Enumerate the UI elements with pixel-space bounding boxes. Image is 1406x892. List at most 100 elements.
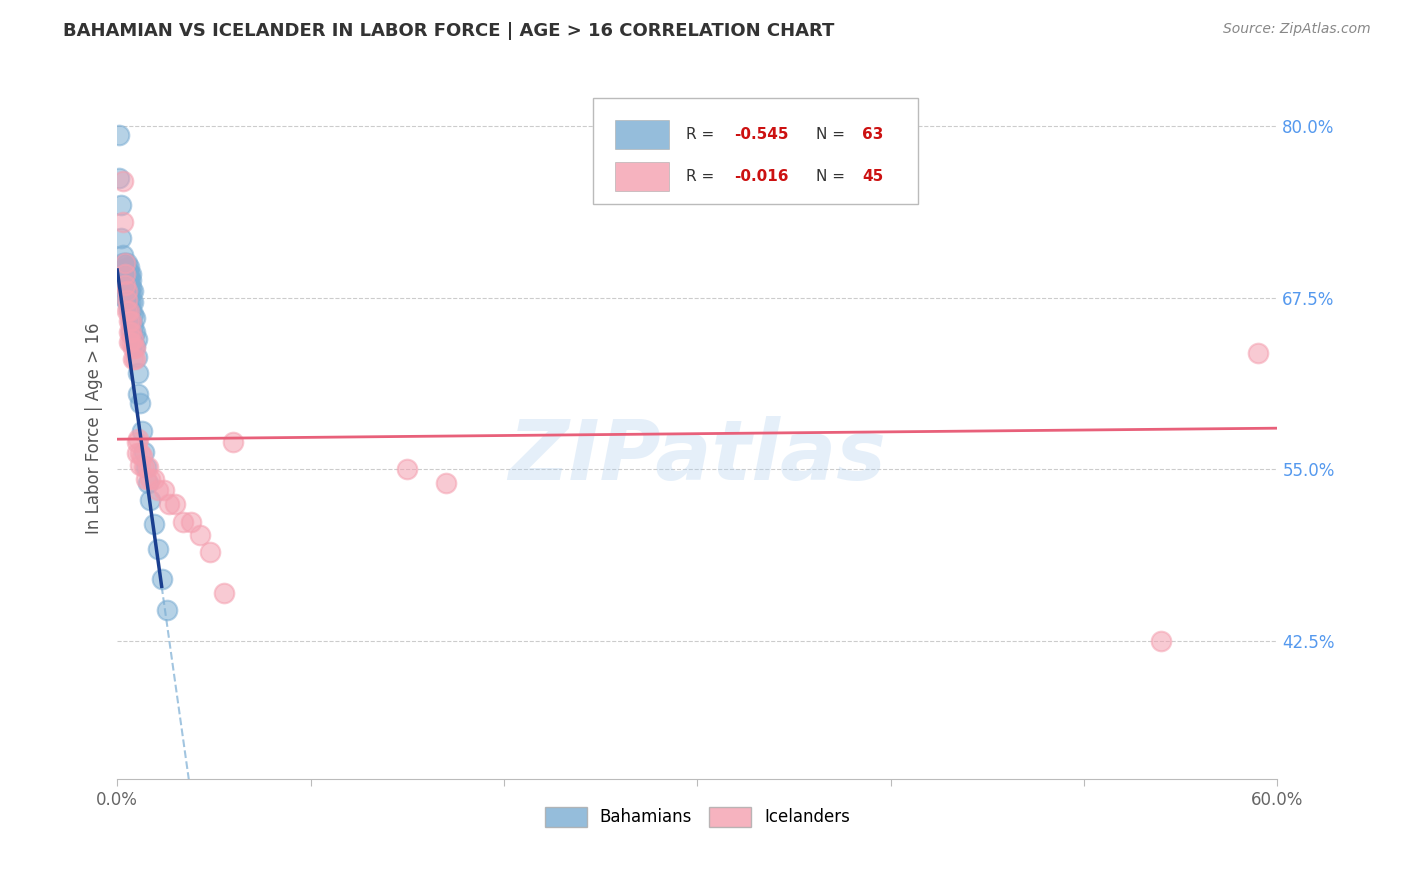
- Legend: Bahamians, Icelanders: Bahamians, Icelanders: [538, 800, 856, 834]
- Point: [120, 324, 142, 338]
- Point: [114, 272, 136, 286]
- Point: [118, 334, 141, 349]
- Point: [115, 268, 138, 283]
- Point: [118, 289, 141, 303]
- Point: [115, 284, 138, 298]
- Point: [124, 342, 146, 356]
- Point: [121, 319, 143, 334]
- Point: [118, 325, 141, 339]
- Point: [114, 278, 136, 293]
- Point: [120, 286, 142, 301]
- Point: [108, 128, 131, 143]
- Point: [121, 342, 143, 356]
- Point: [198, 545, 221, 559]
- Point: [111, 256, 134, 270]
- Point: [120, 267, 142, 281]
- Point: [156, 603, 179, 617]
- Point: [118, 278, 141, 293]
- Point: [121, 352, 143, 367]
- Point: [120, 325, 142, 339]
- Point: [115, 293, 138, 308]
- Point: [129, 446, 152, 460]
- Point: [396, 462, 419, 476]
- Text: ZIPatlas: ZIPatlas: [509, 416, 886, 497]
- Point: [115, 272, 138, 286]
- Point: [111, 267, 134, 281]
- Point: [111, 215, 134, 229]
- Text: 63: 63: [862, 128, 883, 142]
- Point: [127, 432, 149, 446]
- FancyBboxPatch shape: [614, 120, 669, 149]
- Point: [115, 256, 138, 270]
- Point: [120, 304, 142, 318]
- Point: [127, 386, 149, 401]
- Point: [118, 314, 141, 328]
- Point: [134, 459, 156, 474]
- Point: [1150, 634, 1173, 648]
- Point: [139, 472, 162, 486]
- Text: -0.545: -0.545: [734, 128, 789, 142]
- Point: [135, 472, 157, 486]
- Point: [120, 334, 142, 349]
- Point: [114, 267, 136, 281]
- Point: [124, 325, 146, 339]
- Point: [121, 294, 143, 309]
- Point: [108, 170, 131, 185]
- Point: [114, 261, 136, 276]
- Point: [129, 458, 152, 473]
- Point: [124, 339, 146, 353]
- Point: [124, 352, 146, 367]
- Point: [146, 483, 169, 497]
- Point: [118, 260, 141, 275]
- Point: [142, 472, 165, 486]
- Point: [136, 459, 159, 474]
- Point: [111, 173, 134, 187]
- Point: [172, 515, 194, 529]
- Point: [1247, 345, 1270, 359]
- Text: BAHAMIAN VS ICELANDER IN LABOR FORCE | AGE > 16 CORRELATION CHART: BAHAMIAN VS ICELANDER IN LABOR FORCE | A…: [63, 22, 835, 40]
- Point: [110, 198, 132, 212]
- Point: [111, 272, 134, 286]
- Point: [139, 492, 162, 507]
- Point: [134, 444, 156, 458]
- Text: N =: N =: [815, 128, 849, 142]
- Point: [118, 304, 141, 318]
- Point: [114, 278, 136, 293]
- Point: [110, 231, 132, 245]
- Point: [212, 586, 235, 600]
- Text: R =: R =: [686, 128, 718, 142]
- Point: [121, 332, 143, 346]
- Point: [125, 434, 148, 449]
- Point: [131, 449, 153, 463]
- Point: [180, 515, 202, 529]
- Point: [222, 434, 245, 449]
- Point: [157, 497, 180, 511]
- Point: [120, 314, 142, 328]
- Point: [131, 424, 153, 438]
- Point: [115, 294, 138, 309]
- Text: -0.016: -0.016: [734, 169, 789, 184]
- Point: [114, 266, 136, 280]
- Point: [120, 314, 142, 328]
- Point: [114, 282, 136, 296]
- Point: [114, 256, 136, 270]
- Point: [121, 307, 143, 321]
- Point: [127, 366, 149, 380]
- Point: [125, 350, 148, 364]
- Point: [118, 266, 141, 280]
- Point: [121, 284, 143, 298]
- Point: [118, 302, 141, 317]
- Point: [115, 277, 138, 291]
- Point: [118, 284, 141, 298]
- Text: R =: R =: [686, 169, 718, 184]
- Point: [129, 396, 152, 410]
- Point: [115, 261, 138, 276]
- Point: [118, 296, 141, 310]
- Point: [120, 279, 142, 293]
- Point: [111, 282, 134, 296]
- Text: N =: N =: [815, 169, 849, 184]
- Point: [114, 256, 136, 270]
- Point: [165, 497, 187, 511]
- Point: [136, 476, 159, 491]
- Y-axis label: In Labor Force | Age > 16: In Labor Force | Age > 16: [86, 322, 103, 534]
